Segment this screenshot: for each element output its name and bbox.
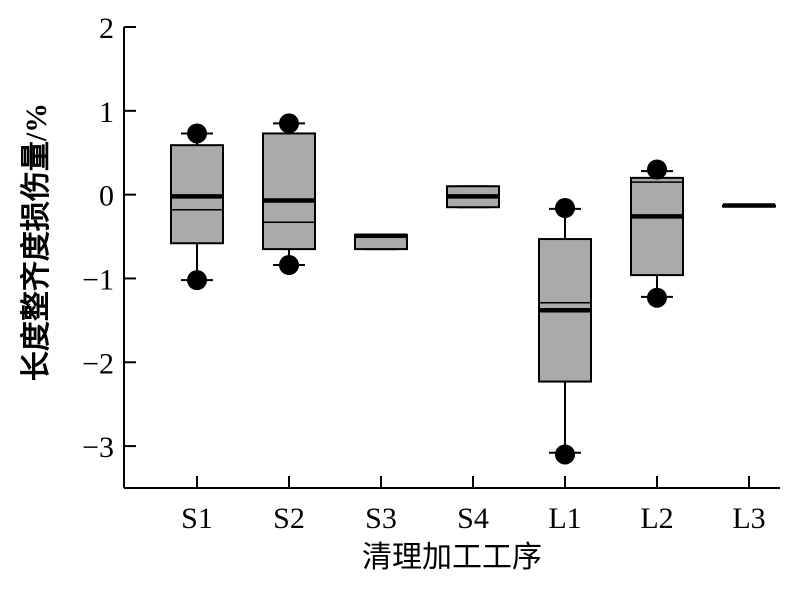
y-tick-label: −3 [82,431,114,464]
y-axis-label: 长度整齐度损伤量/% [20,103,53,381]
box-s3 [354,233,408,251]
box-l3 [722,203,776,208]
x-tick-label: L1 [548,502,581,535]
y-tick-label: −1 [82,263,114,296]
x-axis-label: 清理加工工序 [362,541,542,574]
x-tick-label: S1 [181,502,213,535]
box-s1 [170,123,224,291]
outlier-point [647,159,667,180]
x-tick-label: S2 [273,502,305,535]
x-tick-label: L3 [732,502,765,535]
y-tick-label: −2 [82,347,114,380]
x-tick-label: L2 [640,502,673,535]
box-s2 [262,113,316,276]
iqr-box [630,176,684,277]
y-tick-label: 1 [99,96,114,129]
box-l1 [538,198,592,465]
outlier-point [187,123,207,144]
y-tick-label: 2 [99,12,114,45]
axes [123,27,780,489]
y-tick-label: 0 [99,180,114,213]
box-l2 [630,159,684,308]
iqr-box [262,132,316,251]
outlier-point [279,113,299,134]
plot-area [170,113,776,465]
y-ticks: 2 1 0 −1 −2 −3 [82,12,136,464]
box-s4 [446,185,500,209]
x-tick-label: S4 [457,502,489,535]
outlier-point [187,270,207,291]
x-ticks: S1 S2 S3 S4 L1 L2 L3 [181,476,766,535]
outlier-point [555,198,575,219]
outlier-point [647,287,667,308]
x-tick-label: S3 [365,502,397,535]
outlier-point [555,444,575,465]
outlier-point [279,255,299,276]
